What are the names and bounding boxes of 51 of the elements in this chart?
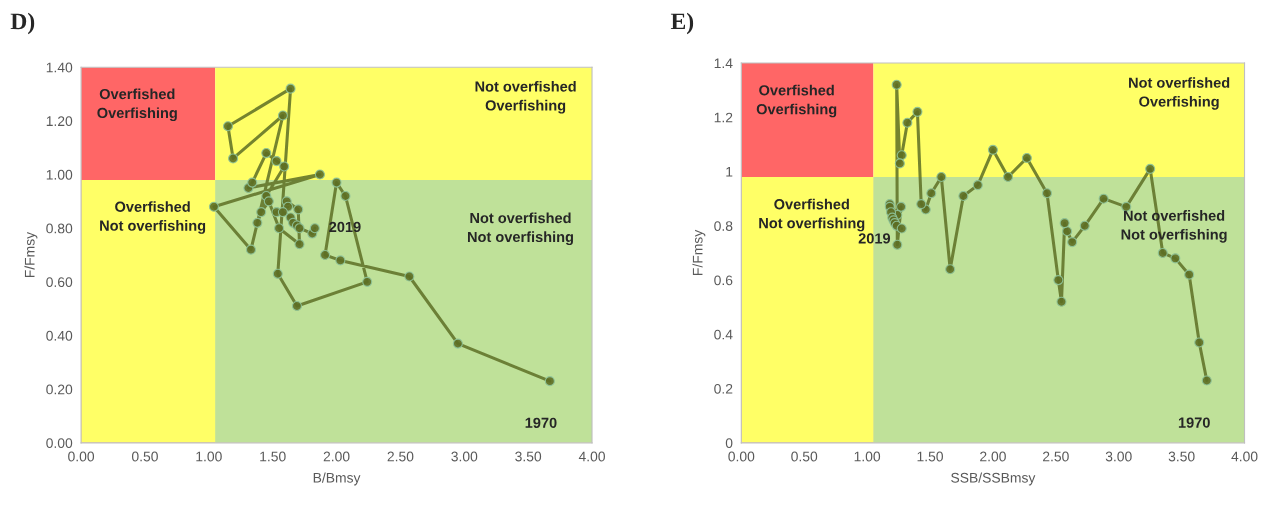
x-tick-label: 3.00 [451, 451, 478, 462]
y-tick-label: 0.8 [714, 221, 733, 231]
x-tick-label: 1.50 [917, 451, 943, 462]
x-tick-label: 2.00 [323, 451, 350, 462]
x-tick-label: 4.00 [1231, 451, 1258, 462]
y-tick-label: 1.00 [46, 169, 73, 180]
x-tick-label: 0.00 [68, 451, 95, 462]
annotation: Not overfished Not overfishing [1121, 210, 1227, 243]
x-tick-label: 3.50 [1168, 451, 1195, 462]
chart-title: D) [10, 12, 35, 35]
y-tick-label: 0.60 [46, 277, 73, 288]
annotation: Not overfished Overfishing [475, 80, 576, 114]
x-tick-label: 0.50 [791, 451, 818, 462]
annotation: Not overfished Not overfishing [467, 212, 573, 245]
y-axis-title: F/Fmsy [24, 231, 38, 278]
x-tick-label: 4.00 [578, 451, 605, 462]
y-tick-label: 1.40 [46, 62, 73, 73]
x-tick-label: 2.50 [387, 451, 414, 462]
chart-title: E) [670, 12, 694, 35]
annotation: 2019 [858, 233, 891, 244]
annotation: 1970 [525, 417, 557, 428]
y-tick-label: 1 [726, 167, 733, 177]
x-tick-label: 1.00 [854, 451, 881, 462]
x-axis-title: SSB/SSBmsy [951, 472, 1036, 486]
y-tick-label: 1.4 [714, 58, 733, 69]
annotation: 1970 [1178, 417, 1210, 428]
annotation: Overfished Not overfishing [759, 198, 865, 232]
x-tick-label: 0.50 [131, 451, 158, 462]
y-tick-label: 0.4 [714, 329, 733, 340]
annotation: Overfished Overfishing [97, 88, 177, 122]
x-tick-label: 3.00 [1105, 451, 1132, 462]
y-tick-label: 0.2 [714, 383, 733, 394]
y-tick-label: 0.40 [46, 330, 73, 341]
x-tick-label: 2.50 [1043, 451, 1069, 462]
y-tick-label: 0.00 [46, 438, 73, 449]
x-tick-label: 1.50 [260, 451, 286, 462]
y-tick-label: 1.20 [46, 116, 73, 127]
annotation: Overfished Overfishing [756, 84, 837, 118]
y-tick-label: 0.80 [46, 223, 73, 234]
x-axis-title: B/Bmsy [313, 472, 361, 486]
annotation: 2019 [329, 221, 361, 233]
y-tick-label: 0.6 [714, 275, 733, 286]
x-tick-label: 2.00 [980, 451, 1006, 462]
y-tick-label: 0.20 [46, 384, 73, 395]
y-axis-title: F/Fmsy [692, 229, 706, 275]
annotation: Overfished Not overfishing [100, 201, 206, 234]
y-tick-label: 0 [725, 438, 733, 449]
x-tick-label: 1.00 [196, 451, 222, 462]
annotation: Not overfished Overfishing [1129, 77, 1230, 110]
x-tick-label: 3.50 [515, 451, 542, 462]
y-tick-label: 1.2 [714, 112, 733, 123]
